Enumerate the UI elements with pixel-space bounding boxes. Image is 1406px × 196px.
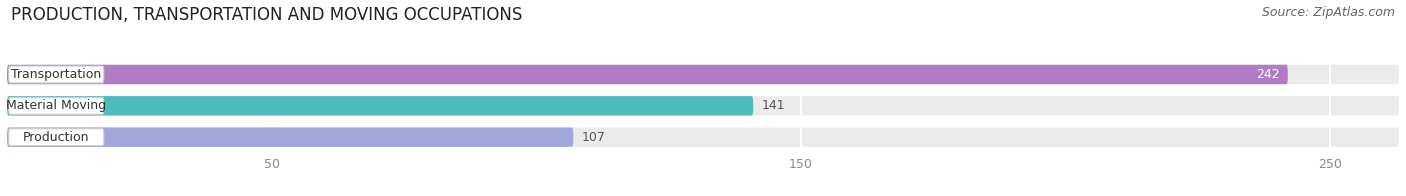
Text: 107: 107	[581, 131, 605, 144]
FancyBboxPatch shape	[7, 127, 1399, 147]
Text: Production: Production	[22, 131, 90, 144]
Text: Material Moving: Material Moving	[6, 99, 107, 112]
Text: Transportation: Transportation	[11, 68, 101, 81]
FancyBboxPatch shape	[8, 129, 104, 146]
FancyBboxPatch shape	[7, 65, 1399, 84]
Text: Source: ZipAtlas.com: Source: ZipAtlas.com	[1261, 6, 1395, 19]
FancyBboxPatch shape	[7, 96, 754, 116]
Text: 141: 141	[761, 99, 785, 112]
FancyBboxPatch shape	[8, 66, 104, 83]
Text: PRODUCTION, TRANSPORTATION AND MOVING OCCUPATIONS: PRODUCTION, TRANSPORTATION AND MOVING OC…	[11, 6, 523, 24]
FancyBboxPatch shape	[7, 96, 1399, 116]
Text: 242: 242	[1257, 68, 1279, 81]
FancyBboxPatch shape	[8, 97, 104, 114]
FancyBboxPatch shape	[7, 127, 574, 147]
FancyBboxPatch shape	[7, 65, 1288, 84]
